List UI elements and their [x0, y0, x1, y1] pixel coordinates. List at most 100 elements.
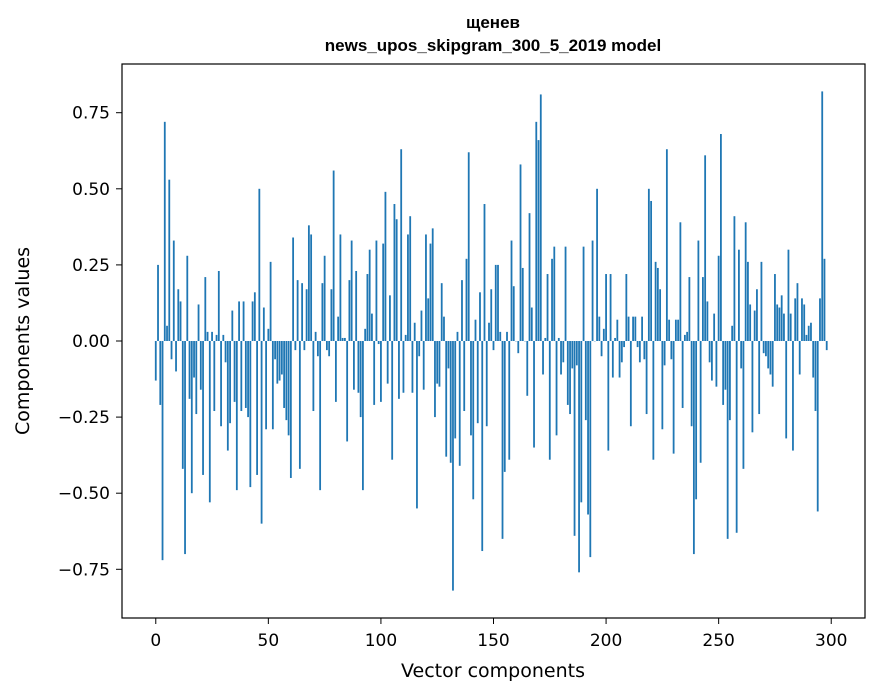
bar: [366, 274, 369, 341]
bar: [546, 274, 549, 341]
x-tick-label: 200: [590, 631, 622, 651]
bar: [521, 267, 524, 341]
x-tick-label: 150: [477, 631, 509, 651]
bar: [404, 334, 407, 341]
bar: [310, 234, 313, 341]
x-tick-label: 300: [815, 631, 847, 651]
bar: [220, 341, 222, 427]
bar: [229, 341, 231, 424]
bar: [679, 222, 682, 341]
bar: [816, 341, 819, 512]
bar: [474, 319, 477, 341]
bar: [733, 216, 736, 341]
bar: [364, 328, 367, 341]
bar: [217, 270, 220, 341]
bar: [636, 341, 639, 348]
bar: [769, 341, 772, 375]
bar: [434, 341, 436, 418]
bar: [298, 341, 301, 469]
bar: [199, 341, 202, 390]
bar: [807, 325, 810, 341]
bar: [170, 341, 173, 360]
bar: [526, 341, 529, 396]
bar: [819, 298, 821, 341]
bar: [492, 341, 495, 351]
bar: [289, 341, 292, 478]
bar: [690, 341, 693, 427]
bar: [431, 228, 434, 341]
bar: [422, 341, 425, 390]
bar: [497, 264, 499, 341]
bar: [591, 240, 594, 341]
bar: [314, 331, 317, 341]
bar: [697, 240, 700, 341]
bar: [271, 341, 274, 430]
bar: [674, 319, 677, 341]
bar: [280, 341, 283, 375]
bar: [670, 341, 673, 360]
bar: [215, 334, 218, 341]
bar: [238, 301, 240, 341]
bar: [330, 289, 333, 341]
bar: [371, 313, 373, 341]
bar: [589, 341, 592, 558]
bar: [713, 313, 716, 341]
bar: [283, 341, 286, 408]
bar: [638, 341, 641, 363]
bar: [510, 240, 513, 341]
bar: [796, 283, 799, 341]
bar: [641, 316, 643, 341]
bar: [533, 341, 535, 448]
bar: [753, 310, 756, 341]
bar: [346, 341, 349, 442]
bar: [181, 341, 184, 469]
bar: [758, 341, 761, 415]
bar: [715, 341, 718, 387]
bar: [398, 341, 400, 399]
bar: [461, 280, 463, 341]
bar: [774, 274, 776, 341]
bar: [634, 316, 637, 341]
bar: [575, 341, 578, 366]
bar: [249, 341, 252, 488]
bar: [197, 304, 200, 341]
bar: [301, 283, 304, 341]
bar: [551, 258, 553, 341]
bar: [350, 240, 353, 341]
bar: [172, 240, 175, 341]
bar: [427, 298, 430, 341]
x-tick-label: 50: [258, 631, 280, 651]
bar: [186, 255, 189, 341]
bar: [274, 341, 276, 360]
bar: [161, 341, 164, 561]
bar: [535, 121, 538, 341]
bar: [332, 170, 335, 341]
chart-subtitle: news_upos_skipgram_300_5_2019 model: [325, 36, 661, 55]
bar: [485, 341, 488, 427]
bar: [334, 341, 337, 402]
bar: [411, 341, 414, 393]
bar: [614, 337, 616, 341]
bar: [357, 341, 360, 393]
bar: [665, 149, 668, 341]
bar: [596, 188, 598, 341]
bar: [157, 264, 159, 341]
bar: [643, 341, 646, 360]
bar: [449, 341, 452, 463]
bar: [258, 188, 261, 341]
bar: [686, 331, 689, 341]
bar: [175, 341, 177, 372]
bar: [557, 337, 560, 341]
bar: [344, 337, 346, 341]
bar: [647, 188, 650, 341]
bar: [821, 91, 824, 342]
bar: [247, 341, 249, 418]
bar: [699, 341, 702, 463]
bar: [771, 341, 774, 387]
bar: [783, 313, 785, 341]
bar: [159, 341, 162, 405]
bar: [452, 341, 454, 591]
bar: [756, 289, 758, 341]
bar: [316, 341, 319, 357]
bar: [530, 307, 533, 341]
